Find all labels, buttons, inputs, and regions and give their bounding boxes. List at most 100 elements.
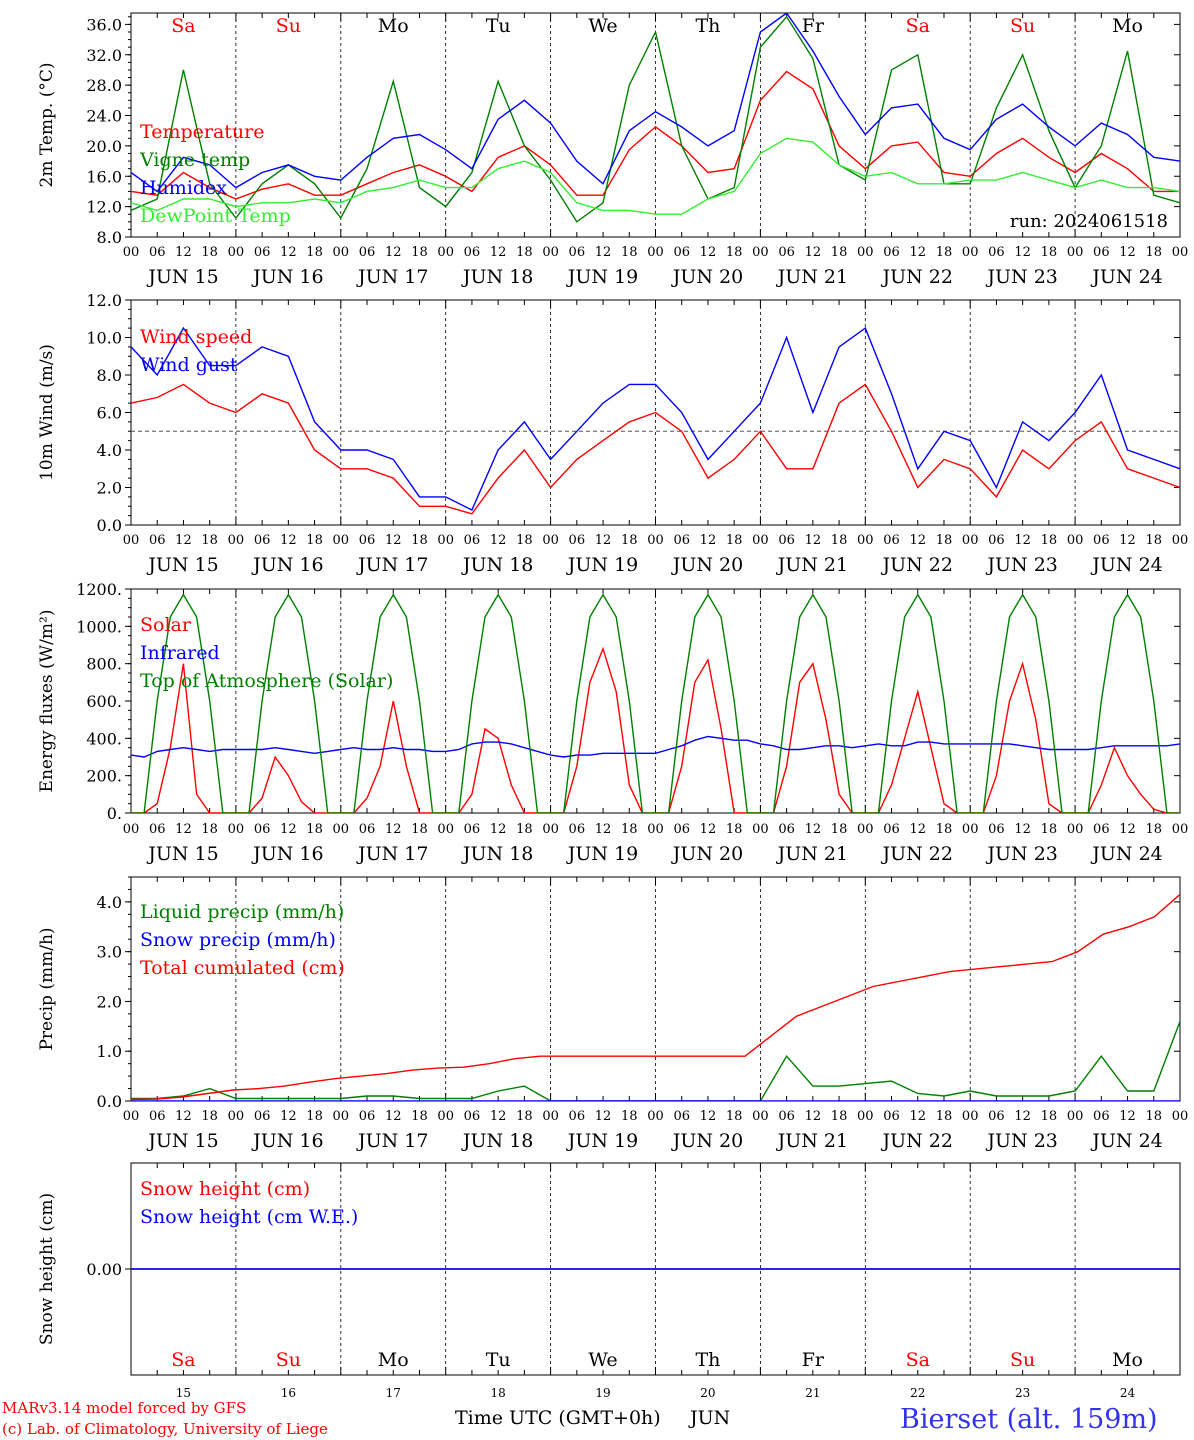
date-label: JUN 18 — [461, 843, 533, 865]
y-tick-label: 2.0 — [97, 992, 122, 1011]
hour-tick-label: 12 — [175, 533, 192, 548]
hour-tick-label: 00 — [962, 245, 979, 260]
hour-tick-label: 00 — [228, 533, 245, 548]
day-number: 20 — [700, 1386, 715, 1400]
y-tick-label: 600. — [86, 692, 122, 711]
hour-tick-label: 12 — [175, 822, 192, 837]
y-tick-label: 1000. — [76, 617, 122, 636]
y-axis-label: 2m Temp. (°C) — [37, 62, 57, 187]
hour-tick-label: 18 — [201, 822, 218, 837]
hour-tick-label: 06 — [673, 245, 690, 260]
day-number: 24 — [1120, 1386, 1136, 1400]
hour-tick-label: 18 — [1146, 533, 1163, 548]
hour-tick-label: 00 — [123, 1109, 140, 1124]
hour-tick-label: 00 — [542, 822, 559, 837]
hour-tick-label: 12 — [385, 245, 402, 260]
hour-tick-label: 12 — [700, 533, 717, 548]
date-label: JUN 21 — [776, 1130, 848, 1152]
hour-tick-label: 06 — [883, 533, 900, 548]
lab-credit-line: (c) Lab. of Climatology, University of L… — [2, 1420, 328, 1438]
hour-tick-label: 06 — [1093, 533, 1110, 548]
hour-tick-label: 18 — [306, 1109, 323, 1124]
hour-tick-label: 18 — [1041, 533, 1058, 548]
date-label: JUN 22 — [881, 554, 953, 576]
hour-tick-label: 00 — [647, 1109, 664, 1124]
hour-tick-label: 00 — [542, 1109, 559, 1124]
hour-tick-label: 06 — [778, 533, 795, 548]
y-tick-label: 0.0 — [97, 1092, 122, 1111]
hour-tick-label: 06 — [254, 822, 271, 837]
hour-tick-label: 06 — [359, 533, 376, 548]
hour-tick-label: 00 — [333, 822, 350, 837]
hour-tick-label: 18 — [411, 245, 428, 260]
hour-tick-label: 06 — [883, 245, 900, 260]
hour-tick-label: 12 — [595, 245, 612, 260]
hour-tick-label: 18 — [1041, 822, 1058, 837]
hour-tick-label: 06 — [673, 822, 690, 837]
hour-tick-label: 00 — [752, 533, 769, 548]
x-axis-title: Time UTC (GMT+0h) — [455, 1407, 661, 1429]
y-tick-label: 0.00 — [86, 1260, 122, 1279]
legend-entry: Snow precip (mm/h) — [140, 929, 336, 951]
date-label: JUN 21 — [776, 266, 848, 288]
date-label: JUN 18 — [461, 554, 533, 576]
hour-tick-label: 06 — [149, 822, 166, 837]
date-label: JUN 20 — [671, 554, 743, 576]
hour-tick-label: 06 — [464, 1109, 481, 1124]
hour-tick-label: 00 — [962, 533, 979, 548]
date-label: JUN 23 — [985, 554, 1057, 576]
day-name: Sa — [906, 1349, 930, 1371]
day-number: 22 — [910, 1386, 925, 1400]
hour-tick-label: 06 — [359, 245, 376, 260]
hour-tick-label: 12 — [1119, 533, 1136, 548]
day-number: 19 — [595, 1386, 610, 1400]
date-label: JUN 24 — [1090, 554, 1162, 576]
hour-tick-label: 00 — [123, 533, 140, 548]
date-label: JUN 23 — [985, 266, 1057, 288]
date-label: JUN 16 — [251, 554, 323, 576]
hour-tick-label: 06 — [149, 245, 166, 260]
hour-tick-label: 06 — [1093, 1109, 1110, 1124]
date-label: JUN 16 — [251, 266, 323, 288]
hour-tick-label: 06 — [778, 1109, 795, 1124]
day-name: Sa — [906, 15, 930, 37]
y-tick-label: 32.0 — [86, 46, 122, 65]
hour-tick-label: 00 — [333, 1109, 350, 1124]
date-label: JUN 22 — [881, 843, 953, 865]
hour-tick-label: 18 — [1146, 1109, 1163, 1124]
y-tick-label: 200. — [86, 767, 122, 786]
date-label: JUN 15 — [146, 554, 218, 576]
hour-tick-label: 12 — [490, 1109, 507, 1124]
y-tick-label: 0.0 — [97, 516, 122, 535]
day-name: Sa — [171, 15, 195, 37]
hour-tick-label: 06 — [149, 1109, 166, 1124]
hour-tick-label: 18 — [621, 822, 638, 837]
hour-tick-label: 12 — [1119, 245, 1136, 260]
hour-tick-label: 00 — [857, 822, 874, 837]
hour-tick-label: 00 — [542, 533, 559, 548]
hour-tick-label: 18 — [621, 245, 638, 260]
day-name: Su — [1010, 1349, 1035, 1371]
hour-tick-label: 00 — [1067, 245, 1084, 260]
y-tick-label: 16.0 — [86, 167, 122, 186]
y-tick-label: 3.0 — [97, 943, 122, 962]
chart-panel-3: 0. 200. 400. 600. 800. 1000. 1200. Energy fluxe… — [37, 580, 1188, 865]
hour-tick-label: 12 — [700, 822, 717, 837]
date-label: JUN 22 — [881, 1130, 953, 1152]
series-line-1 — [131, 383, 1180, 515]
hour-tick-label: 06 — [149, 533, 166, 548]
date-label: JUN 17 — [356, 554, 428, 576]
series-line-2 — [131, 326, 1180, 511]
hour-tick-label: 00 — [437, 822, 454, 837]
date-label: JUN 22 — [881, 266, 953, 288]
y-tick-label: 20.0 — [86, 137, 122, 156]
y-tick-label: 8.0 — [97, 228, 122, 247]
y-tick-label: 4.0 — [97, 441, 122, 460]
day-number: 23 — [1015, 1386, 1030, 1400]
date-label: JUN 19 — [566, 266, 638, 288]
day-name: Tu — [486, 15, 511, 37]
hour-tick-label: 12 — [1119, 1109, 1136, 1124]
hour-tick-label: 18 — [831, 1109, 848, 1124]
hour-tick-label: 18 — [726, 1109, 743, 1124]
hour-tick-label: 18 — [936, 1109, 953, 1124]
